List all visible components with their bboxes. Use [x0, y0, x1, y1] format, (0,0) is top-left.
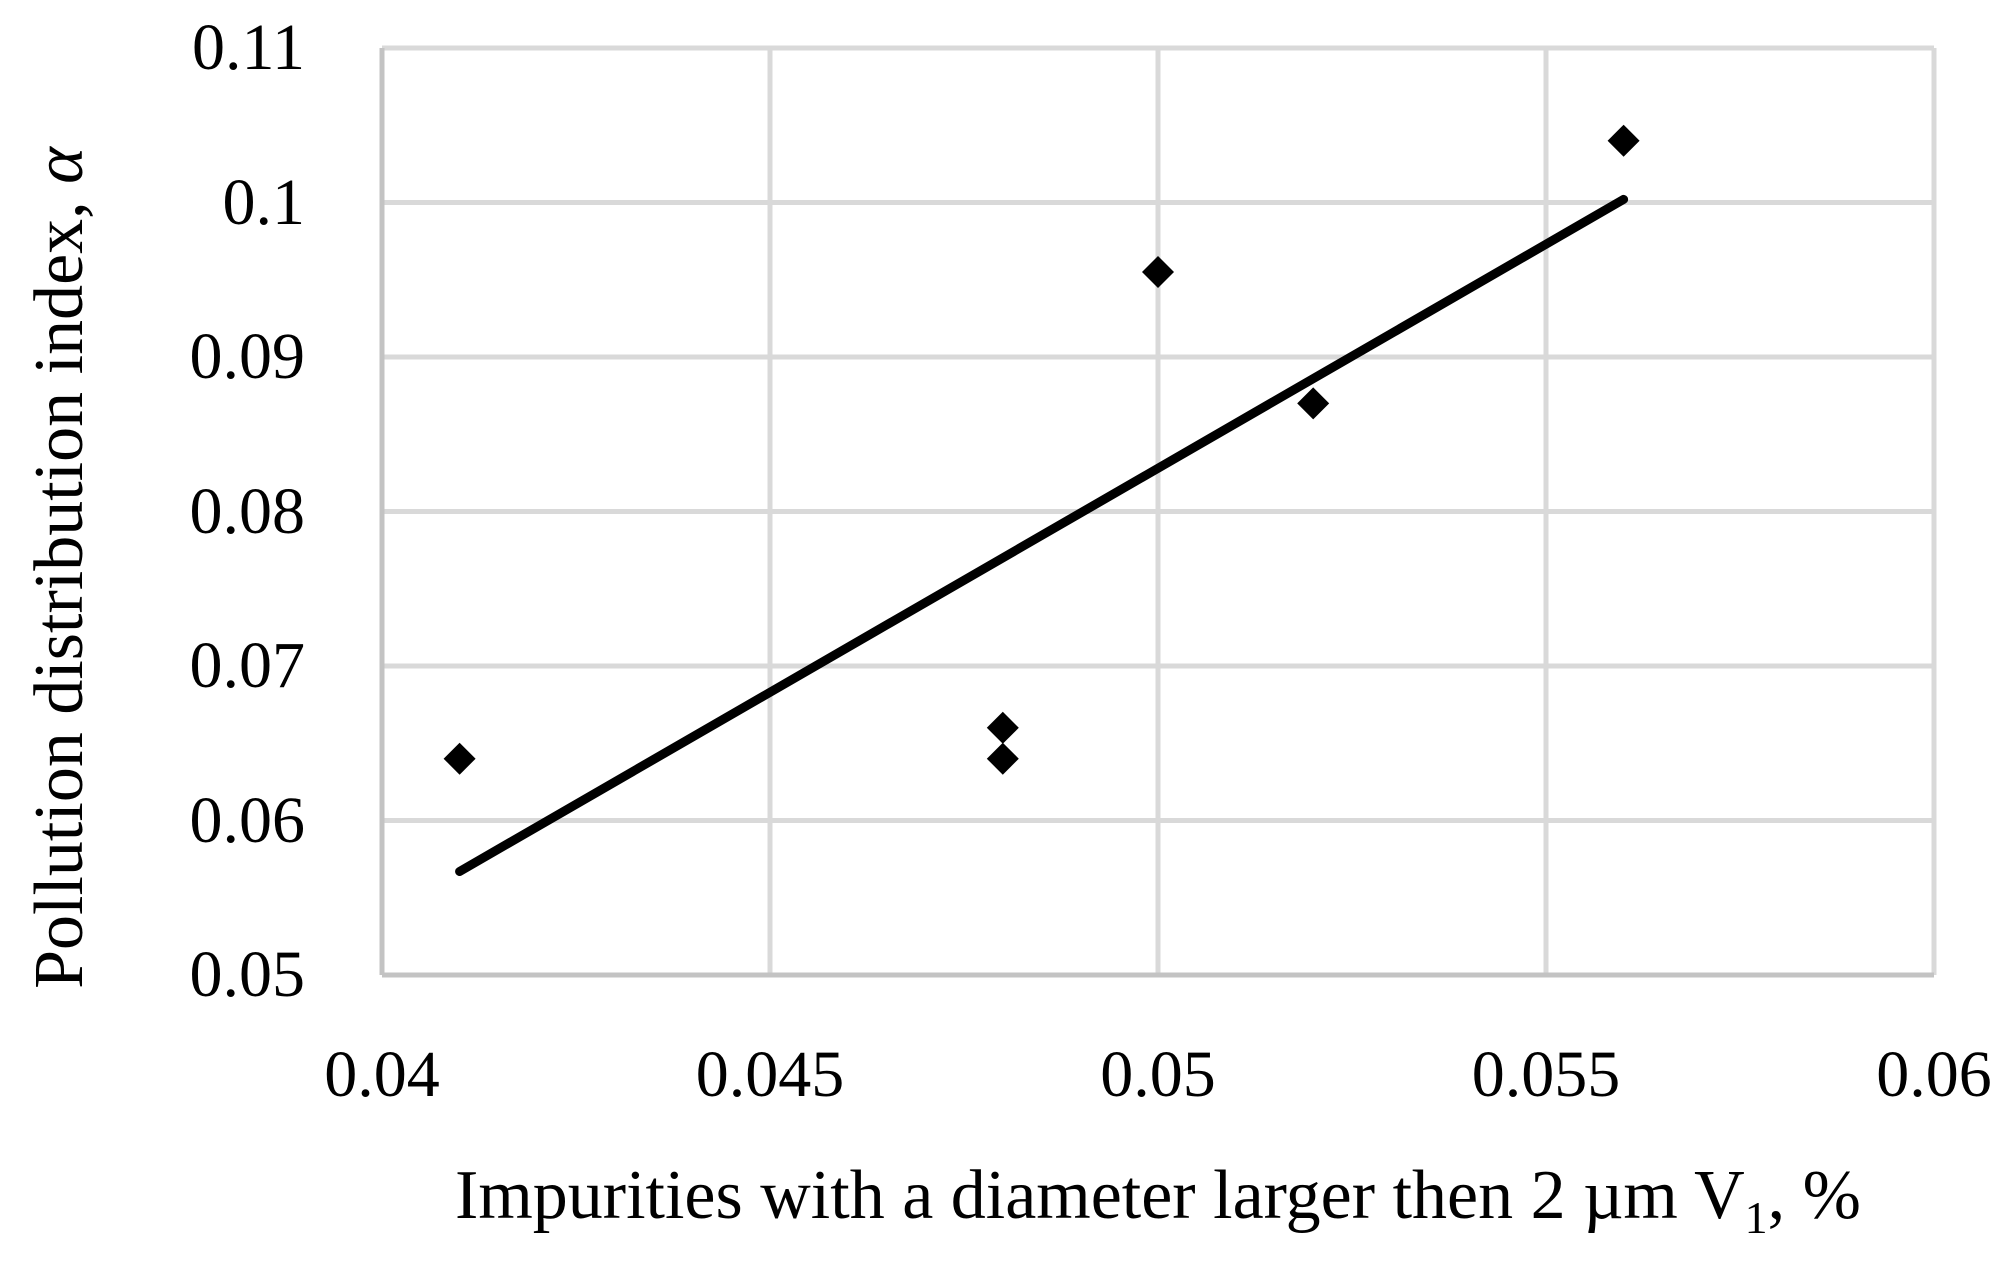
y-tick-label: 0.05 — [189, 938, 306, 1011]
x-tick-label: 0.055 — [1471, 1038, 1621, 1111]
y-axis-title-alpha-symbol: α — [21, 147, 98, 184]
data-point-diamond — [986, 711, 1019, 744]
x-axis-title-subscript: 1 — [1744, 1192, 1768, 1243]
data-point-diamond — [1607, 124, 1640, 157]
x-tick-label: 0.06 — [1876, 1038, 1992, 1111]
y-axis-title-text: Pollution distribution index, — [21, 183, 98, 989]
y-tick-label: 0.07 — [189, 629, 306, 702]
x-tick-label: 0.04 — [324, 1038, 440, 1111]
data-point-diamond — [986, 742, 1019, 775]
y-tick-label: 0.11 — [191, 11, 305, 84]
x-tick-label: 0.05 — [1100, 1038, 1216, 1111]
trend-line — [455, 194, 1629, 876]
y-tick-label: 0.09 — [189, 320, 306, 393]
y-axis-title: Pollution distribution index, α — [20, 147, 100, 989]
data-point-diamond — [1297, 387, 1330, 420]
y-tick-label: 0.06 — [189, 783, 306, 857]
data-point-diamond — [1142, 256, 1174, 289]
x-axis-title-suffix: , % — [1767, 1157, 1861, 1234]
x-axis-title-text: Impurities with a diameter larger then 2… — [455, 1157, 1745, 1234]
y-tick-label: 0.1 — [222, 165, 306, 239]
y-tick-label: 0.08 — [189, 474, 306, 548]
x-tick-label: 0.045 — [695, 1038, 845, 1111]
x-axis-title: Impurities with a diameter larger then 2… — [382, 1156, 1934, 1241]
data-point-diamond — [443, 742, 476, 775]
